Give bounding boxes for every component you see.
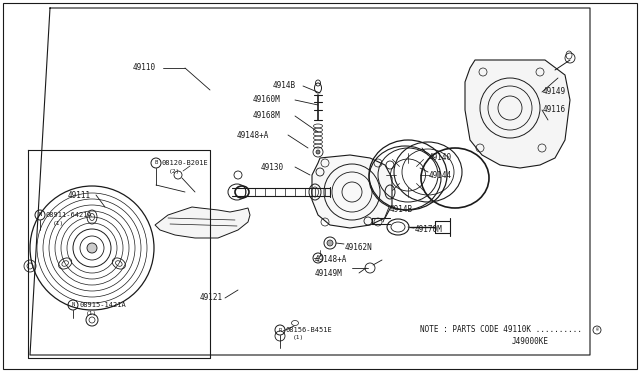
Text: ®: ®	[596, 327, 598, 333]
Text: 49140: 49140	[429, 154, 452, 163]
Text: 49144: 49144	[429, 170, 452, 180]
Text: 49148+A: 49148+A	[237, 131, 269, 140]
Text: 49149: 49149	[543, 87, 566, 96]
Text: 08156-B451E: 08156-B451E	[286, 327, 333, 333]
Text: B: B	[154, 160, 157, 166]
Text: N: N	[72, 302, 75, 308]
Text: 49121: 49121	[200, 294, 223, 302]
Text: 49168M: 49168M	[253, 112, 281, 121]
Text: (2): (2)	[169, 169, 180, 173]
Text: R: R	[278, 327, 282, 333]
Text: 08915-1421A: 08915-1421A	[79, 302, 125, 308]
Text: 08120-B201E: 08120-B201E	[162, 160, 209, 166]
Text: NOTE : PARTS CODE 49110K ..........: NOTE : PARTS CODE 49110K ..........	[420, 326, 582, 334]
Text: 4914B: 4914B	[390, 205, 413, 215]
Text: 4914B: 4914B	[273, 81, 296, 90]
Text: 49116: 49116	[543, 106, 566, 115]
Text: N: N	[38, 212, 42, 218]
Text: 49149M: 49149M	[315, 269, 343, 278]
Polygon shape	[312, 155, 392, 228]
Text: (1): (1)	[53, 221, 64, 225]
Circle shape	[87, 243, 97, 253]
Text: 49162N: 49162N	[345, 243, 372, 251]
Text: (1): (1)	[293, 336, 304, 340]
Text: 49110: 49110	[133, 64, 156, 73]
Polygon shape	[465, 60, 570, 168]
Text: (1): (1)	[86, 311, 97, 315]
Text: 49111: 49111	[68, 190, 91, 199]
Text: 49160M: 49160M	[253, 96, 281, 105]
Circle shape	[316, 150, 320, 154]
Text: 49170M: 49170M	[415, 225, 443, 234]
Text: 49130: 49130	[261, 163, 284, 171]
Circle shape	[327, 240, 333, 246]
Text: 49148+A: 49148+A	[315, 256, 348, 264]
Text: J49000KE: J49000KE	[511, 337, 548, 346]
Text: 08911-6421A: 08911-6421A	[46, 212, 93, 218]
Polygon shape	[155, 207, 250, 238]
